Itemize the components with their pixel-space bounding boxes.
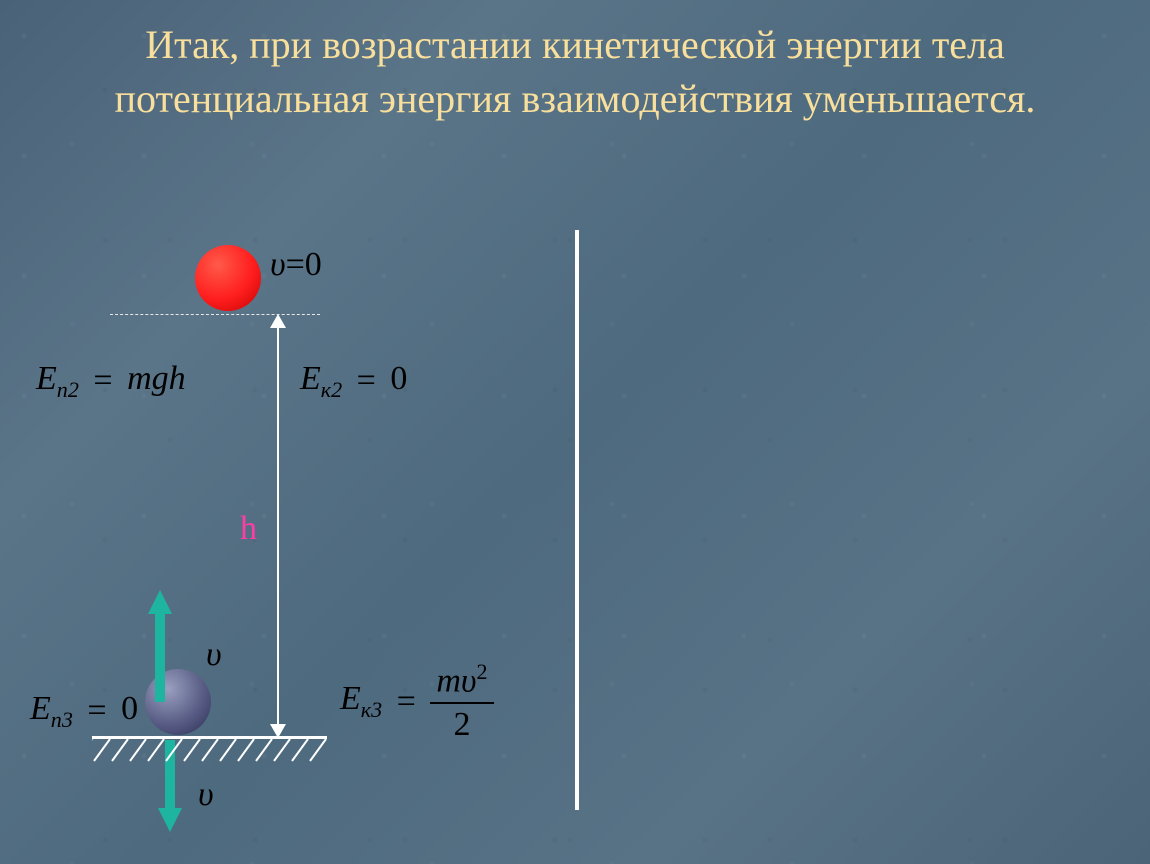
- slide-title: Итак, при возрастании кинетической энерг…: [0, 18, 1150, 126]
- operator-equals: =: [87, 362, 118, 400]
- formula-ek3: Eк3 = mυ2 2: [340, 660, 494, 743]
- velocity-down-arrow-head: [158, 808, 182, 832]
- ball-top: [195, 245, 261, 311]
- numerator-v: υ: [461, 662, 477, 699]
- subscript-p2: п2: [57, 377, 79, 402]
- operator-equals: =: [391, 683, 422, 721]
- formula-v-below: υ: [198, 776, 214, 814]
- symbol-E: E: [30, 690, 51, 727]
- symbol-E: E: [340, 680, 361, 717]
- height-label: h: [240, 510, 257, 548]
- formula-v-mid: υ: [206, 636, 222, 674]
- fraction-bar: [430, 702, 493, 704]
- numerator-power-2: 2: [477, 659, 488, 684]
- formula-ep3: Eп3 = 0: [30, 690, 138, 733]
- operator-equals: =: [286, 246, 305, 283]
- height-arrow-shaft: [277, 322, 279, 728]
- numerator-m: m: [436, 662, 461, 699]
- variable-v: υ: [270, 246, 286, 283]
- top-reference-line: [110, 314, 320, 315]
- operator-equals: =: [81, 692, 112, 730]
- ground-hatching: [92, 739, 327, 763]
- formula-ek2: Eк2 = 0: [300, 360, 407, 403]
- formula-v-top-zero: υ=0: [270, 246, 322, 284]
- height-arrow-head-up: [270, 314, 286, 328]
- subscript-k3: к3: [361, 697, 382, 722]
- vertical-divider: [575, 230, 579, 810]
- subscript-k2: к2: [321, 377, 342, 402]
- velocity-up-arrow-shaft: [155, 612, 165, 702]
- symbol-E: E: [300, 360, 321, 397]
- formula-ep2: Eп2 = mgh: [36, 360, 186, 403]
- operator-equals: =: [351, 362, 382, 400]
- rhs-mgh: mgh: [127, 360, 186, 397]
- rhs-zero: 0: [390, 360, 407, 397]
- fraction-mv2-2: mυ2 2: [430, 660, 493, 743]
- subscript-p3: п3: [51, 707, 73, 732]
- value-zero: 0: [305, 246, 322, 283]
- velocity-up-arrow-head: [148, 590, 172, 614]
- rhs-zero: 0: [121, 690, 138, 727]
- denominator-2: 2: [430, 706, 493, 743]
- symbol-E: E: [36, 360, 57, 397]
